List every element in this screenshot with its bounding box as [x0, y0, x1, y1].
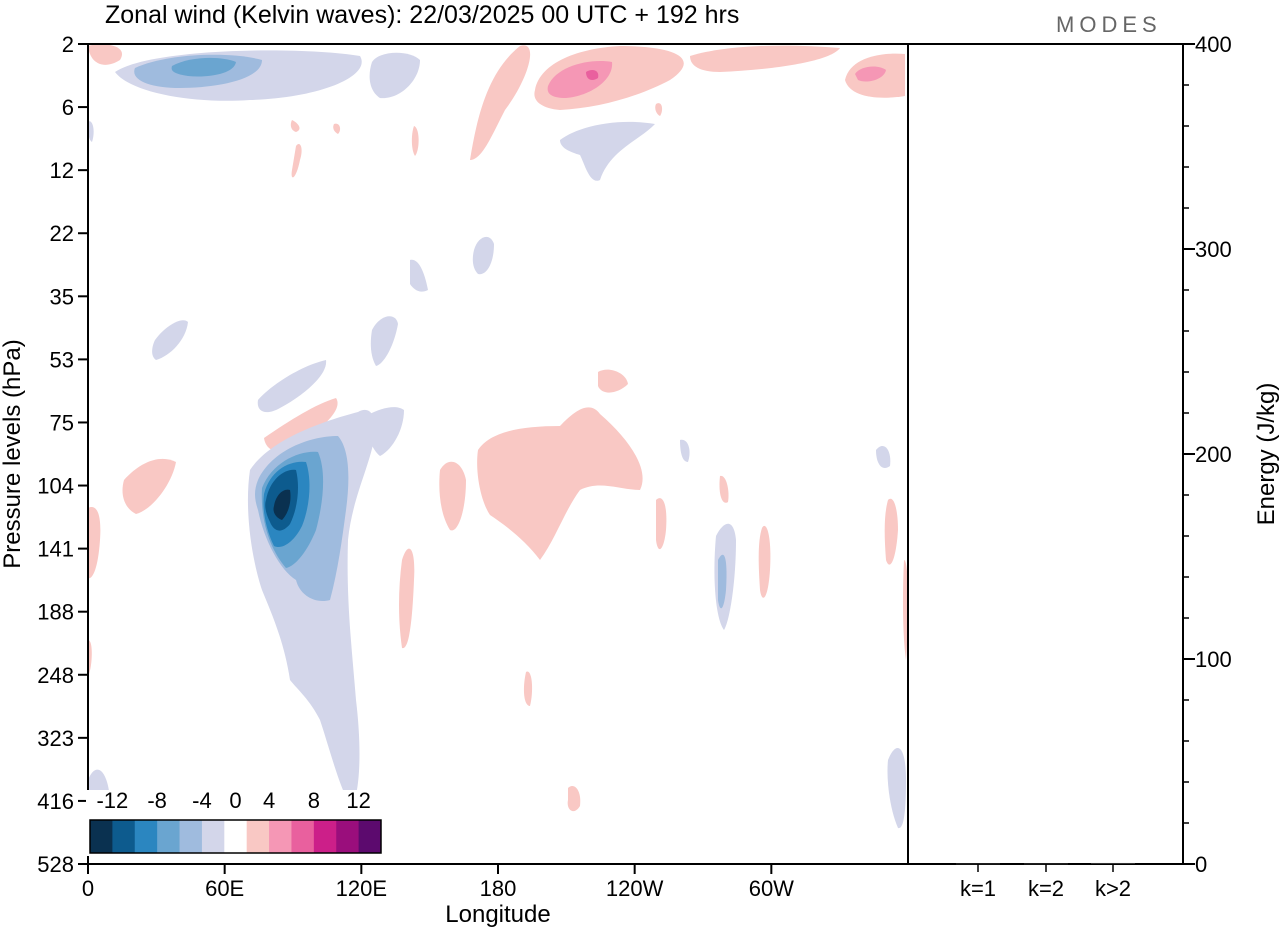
- pressure-tick-label: 188: [37, 600, 74, 625]
- colorbar: -12 -8 -4 0 4 8 12: [86, 788, 384, 856]
- colorbar-swatch: [157, 820, 181, 853]
- energy-tick-label: 0: [1195, 852, 1207, 877]
- pressure-tick-label: 12: [50, 158, 74, 183]
- energy-bar: [956, 863, 1000, 865]
- energy-bar: [1024, 863, 1068, 865]
- x-axis-label: Longitude: [445, 901, 550, 928]
- chart-title: Zonal wind (Kelvin waves): 22/03/2025 00…: [105, 1, 739, 29]
- longitude-axis: 0 60E 120E 180 120W 60W: [82, 864, 794, 901]
- category-label: k=2: [1028, 876, 1064, 901]
- colorbar-tick-label: -12: [96, 788, 128, 813]
- colorbar-swatch: [224, 820, 248, 853]
- pressure-tick-label: 75: [50, 410, 74, 435]
- pressure-tick-label: 528: [37, 852, 74, 877]
- colorbar-swatch: [179, 820, 203, 853]
- colorbar-swatch: [269, 820, 292, 853]
- pressure-tick-label: 141: [37, 537, 74, 562]
- pressure-tick-label: 323: [37, 726, 74, 751]
- pressure-axis: 2 6 12 22 35 53 75 104 141 188 248 323 416 528: [37, 32, 88, 877]
- longitude-tick-label: 180: [480, 876, 517, 901]
- longitude-tick-label: 60W: [749, 876, 794, 901]
- colorbar-tick-label: -4: [192, 788, 212, 813]
- category-label: k=1: [960, 876, 996, 901]
- wind-contour-field: [88, 44, 908, 832]
- energy-axis: 0 100 200 300 400: [1183, 32, 1232, 877]
- energy-bar: [1091, 862, 1135, 864]
- longitude-tick-label: 120E: [336, 876, 387, 901]
- energy-axis-label: Energy (J/kg): [1253, 383, 1280, 526]
- colorbar-tick-label: 8: [308, 788, 320, 813]
- colorbar-tick-label: 0: [229, 788, 241, 813]
- energy-tick-label: 400: [1195, 32, 1232, 57]
- pressure-tick-label: 248: [37, 663, 74, 688]
- pressure-tick-label: 104: [37, 474, 74, 499]
- longitude-tick-label: 120W: [606, 876, 664, 901]
- pressure-tick-label: 6: [62, 95, 74, 120]
- colorbar-swatch: [313, 820, 337, 853]
- colorbar-swatch: [90, 820, 113, 853]
- y-axis-label: Pressure levels (hPa): [0, 339, 26, 568]
- longitude-tick-label: 0: [82, 876, 94, 901]
- energy-bars: k=1 k=2 k>2: [956, 862, 1135, 901]
- longitude-tick-label: 60E: [205, 876, 244, 901]
- colorbar-swatch: [112, 820, 136, 853]
- pressure-tick-label: 53: [50, 347, 74, 372]
- colorbar-tick-label: 4: [263, 788, 275, 813]
- pressure-tick-label: 2: [62, 32, 74, 57]
- pressure-tick-label: 22: [50, 221, 74, 246]
- colorbar-swatch: [134, 820, 158, 853]
- colorbar-swatch: [246, 820, 270, 853]
- pressure-tick-label: 416: [37, 789, 74, 814]
- category-label: k>2: [1095, 876, 1131, 901]
- pressure-tick-label: 35: [50, 284, 74, 309]
- colorbar-swatch: [336, 820, 360, 853]
- colorbar-swatch: [201, 820, 225, 853]
- colorbar-tick-label: -8: [147, 788, 167, 813]
- colorbar-swatch: [358, 820, 382, 853]
- energy-tick-label: 200: [1195, 442, 1232, 467]
- energy-tick-label: 300: [1195, 237, 1232, 262]
- colorbar-tick-label: 12: [346, 788, 370, 813]
- colorbar-swatch: [291, 820, 315, 853]
- energy-tick-label: 100: [1195, 647, 1232, 672]
- modes-logo: MODES: [1056, 12, 1162, 37]
